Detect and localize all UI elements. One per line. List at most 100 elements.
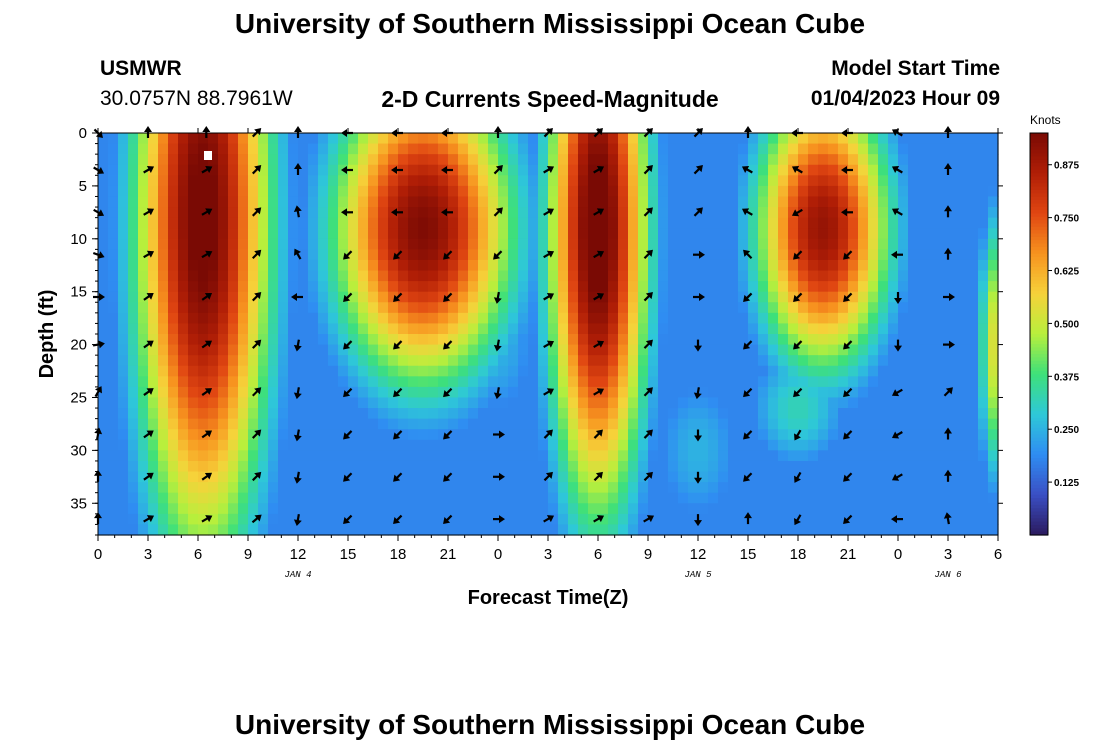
heatmap-cell	[558, 291, 569, 303]
heatmap-cell	[398, 524, 409, 536]
current-arrow	[593, 208, 605, 216]
heatmap-cell	[478, 439, 489, 451]
heatmap-cell	[128, 334, 139, 346]
heatmap-cell	[538, 249, 549, 261]
heatmap-cell	[228, 259, 239, 272]
heatmap-cell	[258, 482, 269, 494]
current-arrow	[341, 208, 353, 217]
x-tick-label: 6	[594, 546, 602, 563]
heatmap-cell	[178, 334, 189, 346]
heatmap-cell	[158, 471, 169, 483]
x-tick-label: 6	[194, 546, 202, 563]
heatmap-cell	[198, 228, 209, 240]
heatmap-cell	[558, 143, 569, 155]
colorbar-swatch	[1030, 307, 1048, 312]
heatmap-cell	[298, 482, 309, 494]
heatmap-cell	[428, 270, 439, 282]
colorbar-swatch	[1030, 334, 1048, 338]
heatmap-cell	[238, 503, 249, 515]
heatmap-cell	[658, 365, 669, 377]
heatmap-cell	[548, 259, 559, 272]
heatmap-cell	[898, 133, 909, 145]
heatmap-cell	[328, 249, 339, 261]
heatmap-cell	[498, 217, 509, 229]
heatmap-cell	[918, 450, 929, 462]
heatmap-cell	[978, 334, 989, 346]
heatmap-cell	[638, 249, 649, 261]
heatmap-cell	[338, 492, 349, 504]
heatmap-cell	[138, 270, 149, 282]
heatmap-cell	[288, 503, 299, 515]
heatmap-cell	[808, 397, 819, 409]
heatmap-cell	[758, 503, 769, 515]
heatmap-cell	[348, 259, 359, 272]
heatmap-cell	[278, 259, 289, 272]
heatmap-cell	[848, 450, 859, 462]
heatmap-cell	[158, 302, 169, 314]
heatmap-cell	[778, 397, 789, 409]
heatmap-cell	[388, 386, 399, 399]
heatmap-cell	[528, 217, 539, 229]
current-arrow	[891, 166, 903, 174]
heatmap-cell	[278, 228, 289, 240]
heatmap-cell	[368, 259, 379, 272]
heatmap-cell	[898, 259, 909, 272]
heatmap-cell	[618, 524, 629, 536]
colorbar-swatch	[1030, 457, 1048, 462]
heatmap-cell	[628, 513, 639, 526]
heatmap-cell	[158, 503, 169, 515]
heatmap-cell	[198, 471, 209, 483]
heatmap-cell	[358, 238, 369, 250]
heatmap-cell	[888, 460, 899, 473]
heatmap-cell	[968, 408, 979, 420]
heatmap-cell	[838, 334, 849, 346]
colorbar-swatch	[1030, 494, 1048, 499]
colorbar-swatch	[1030, 193, 1048, 198]
heatmap-cell	[898, 312, 909, 325]
heatmap-cell	[738, 281, 749, 293]
current-arrow	[743, 472, 753, 482]
heatmap-cell	[798, 450, 809, 462]
heatmap-cell	[978, 471, 989, 483]
heatmap-cell	[708, 323, 719, 335]
heatmap-cell	[278, 408, 289, 420]
heatmap-cell	[278, 164, 289, 176]
heatmap-cell	[768, 281, 779, 293]
heatmap-cell	[858, 270, 869, 282]
colorbar-swatch	[1030, 464, 1048, 469]
heatmap-cell	[378, 492, 389, 504]
heatmap-cell	[128, 217, 139, 229]
heatmap-cell	[378, 281, 389, 293]
heatmap-cell	[498, 439, 509, 451]
heatmap-cell	[628, 259, 639, 272]
heatmap-cell	[828, 365, 839, 377]
heatmap-cell	[158, 334, 169, 346]
heatmap-cell	[618, 344, 629, 356]
heatmap-cell	[848, 185, 859, 198]
heatmap-cell	[118, 334, 129, 346]
heatmap-cell	[708, 281, 719, 293]
heatmap-cell	[548, 386, 559, 399]
heatmap-cell	[488, 334, 499, 346]
colorbar-swatch	[1030, 226, 1048, 231]
heatmap-cell	[578, 503, 589, 515]
heatmap-cell	[308, 418, 319, 430]
heatmap-cell	[238, 291, 249, 303]
heatmap-cell	[198, 344, 209, 356]
heatmap-cell	[748, 238, 759, 250]
current-arrow	[251, 387, 262, 397]
colorbar-swatch	[1030, 213, 1048, 218]
heatmap-cell	[958, 429, 969, 441]
heatmap-cell	[928, 270, 939, 282]
heatmap-cell	[668, 460, 679, 473]
heatmap-cell	[568, 217, 579, 229]
heatmap-cell	[618, 323, 629, 335]
heatmap-cell	[138, 302, 149, 314]
heatmap-cell	[618, 238, 629, 250]
heatmap-cell	[468, 196, 479, 208]
heatmap-cell	[538, 270, 549, 282]
heatmap-cell	[878, 312, 889, 325]
heatmap-cell	[768, 143, 779, 155]
heatmap-cell	[418, 291, 429, 303]
heatmap-cell	[368, 429, 379, 441]
